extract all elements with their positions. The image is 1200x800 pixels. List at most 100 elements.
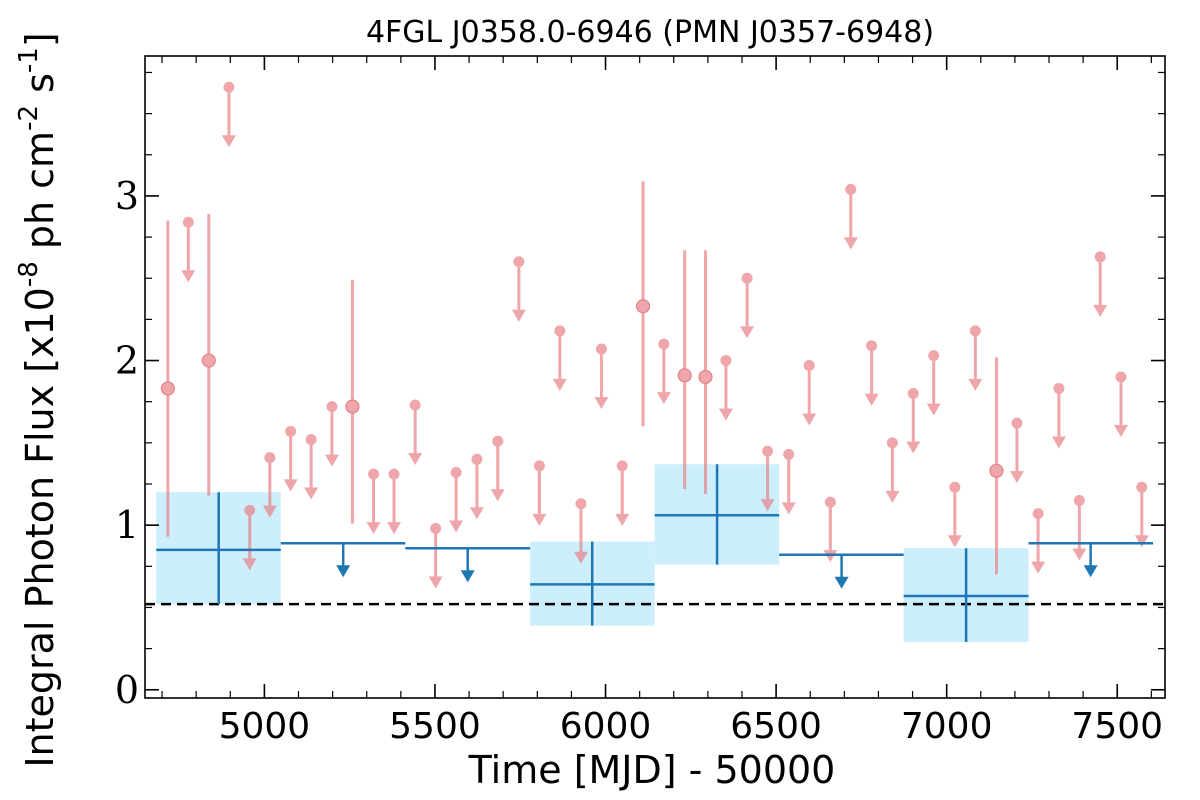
monthly-point — [1134, 481, 1149, 548]
monthly-ul-marker — [1053, 383, 1065, 395]
monthly-point — [201, 214, 216, 496]
monthly-point — [781, 448, 796, 515]
monthly-point — [1113, 371, 1128, 437]
monthly-ul-marker — [845, 183, 857, 195]
monthly-ul-arrow-head — [366, 522, 381, 535]
monthly-ul-arrow-head — [802, 413, 817, 426]
monthly-ul-arrow-head — [242, 558, 257, 571]
x-tick-label: 7500 — [1071, 706, 1163, 747]
monthly-ul-marker — [762, 445, 774, 457]
monthly-marker — [160, 381, 175, 396]
monthly-ul-marker — [513, 256, 525, 268]
monthly-point — [677, 250, 692, 489]
monthly-point — [802, 359, 817, 426]
x-axis-label: Time [MJD] - 50000 — [468, 748, 836, 792]
monthly-point — [552, 325, 567, 391]
monthly-ul-marker — [886, 437, 898, 449]
monthly-ul-arrow-head — [304, 487, 319, 500]
monthly-point — [968, 325, 983, 391]
monthly-ul-arrow-head — [781, 502, 796, 515]
monthly-ul-marker — [741, 272, 753, 284]
monthly-point — [635, 181, 651, 427]
monthly-ul-marker — [1073, 494, 1085, 506]
monthly-ul-arrow-head — [1113, 425, 1128, 437]
monthly-ul-marker — [305, 434, 317, 446]
monthly-ul-arrow-head — [718, 408, 733, 421]
monthly-ul-marker — [388, 468, 400, 480]
monthly-point — [906, 387, 921, 454]
monthly-point — [262, 452, 277, 518]
monthly-ul-arrow-head — [1134, 535, 1149, 548]
monthly-ul-marker — [223, 81, 235, 93]
monthly-ul-arrow-head — [1051, 436, 1066, 449]
monthly-ul-arrow-head — [1093, 304, 1108, 317]
monthly-ul-marker — [616, 460, 628, 472]
monthly-ul-marker — [1094, 251, 1106, 263]
monthly-point — [698, 250, 713, 494]
monthly-ul-marker — [824, 496, 836, 508]
monthly-ul-marker — [492, 435, 504, 447]
yearly-series — [156, 464, 1154, 643]
monthly-ul-arrow-head — [324, 454, 339, 467]
monthly-ul-arrow-head — [968, 378, 983, 391]
monthly-ul-marker — [783, 448, 795, 460]
monthly-ul-arrow-head — [1031, 561, 1046, 574]
monthly-point — [740, 272, 755, 339]
monthly-ul-arrow-head — [490, 489, 505, 502]
monthly-point — [304, 434, 319, 500]
monthly-point — [947, 481, 962, 548]
monthly-ul-marker — [409, 399, 421, 411]
monthly-ul-marker — [533, 460, 545, 472]
monthly-point — [718, 355, 733, 421]
monthly-point — [181, 216, 196, 283]
monthly-ul-marker — [720, 355, 732, 367]
x-tick-label: 5500 — [389, 706, 481, 747]
monthly-point — [511, 256, 526, 322]
monthly-ul-marker — [803, 359, 815, 371]
monthly-ul-arrow-head — [532, 513, 547, 526]
y-axis-label-part1: Integral Photon Flux [x10 — [18, 287, 62, 768]
monthly-ul-marker — [264, 452, 276, 464]
monthly-ul-marker — [554, 325, 566, 337]
yearly-ul-arrow-head — [336, 565, 351, 578]
monthly-ul-marker — [658, 338, 670, 350]
monthly-ul-arrow-head — [1009, 471, 1024, 484]
y-tick-label: 0 — [115, 668, 139, 712]
x-tick-label: 6500 — [730, 706, 822, 747]
monthly-ul-arrow-head — [823, 550, 838, 563]
monthly-ul-arrow-head — [926, 403, 941, 416]
y-tick-label: 2 — [115, 339, 139, 383]
y-axis-label: Integral Photon Flux [x10-8 ph cm-2 s-1] — [14, 32, 62, 767]
monthly-ul-arrow-head — [885, 490, 900, 503]
monthly-point — [242, 504, 257, 571]
monthly-ul-arrow-head — [594, 397, 609, 410]
monthly-point — [573, 498, 588, 564]
monthly-series — [160, 81, 1149, 589]
monthly-marker — [201, 353, 216, 368]
monthly-point — [428, 522, 443, 589]
monthly-ul-arrow-head — [469, 507, 484, 520]
monthly-point — [989, 357, 1004, 575]
monthly-point — [615, 460, 630, 526]
monthly-point — [864, 340, 879, 406]
monthly-point — [449, 466, 464, 533]
monthly-ul-marker — [1115, 371, 1127, 383]
monthly-marker — [698, 369, 713, 385]
monthly-point — [221, 81, 236, 148]
monthly-ul-marker — [244, 504, 256, 516]
chart-title: 4FGL J0358.0-6946 (PMN J0357-6948) — [366, 15, 934, 50]
monthly-ul-arrow-head — [760, 499, 775, 512]
y-axis-label-part2: ph cm — [18, 131, 62, 261]
y-tick-label: 3 — [115, 174, 139, 218]
monthly-ul-arrow-head — [408, 452, 423, 465]
monthly-ul-marker — [949, 481, 961, 493]
monthly-ul-arrow-head — [511, 309, 526, 322]
monthly-point — [656, 338, 671, 405]
monthly-point — [1051, 383, 1066, 449]
monthly-point — [324, 401, 339, 467]
monthly-ul-marker — [575, 498, 587, 510]
monthly-point — [345, 279, 360, 524]
monthly-ul-arrow-head — [387, 522, 402, 535]
monthly-ul-marker — [969, 325, 981, 337]
